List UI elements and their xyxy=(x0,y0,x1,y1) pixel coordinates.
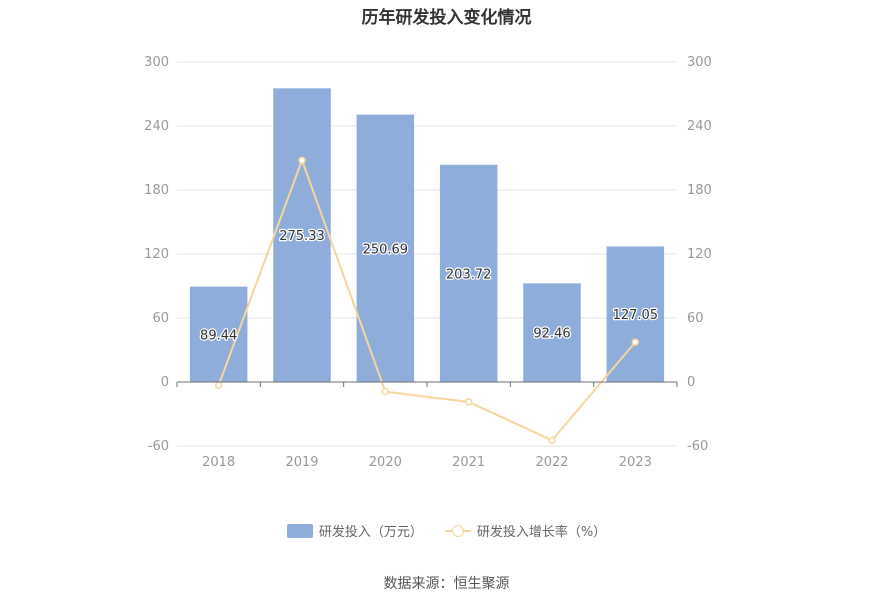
y-right-tick-label: 300 xyxy=(687,55,712,70)
y-left-tick-label: 180 xyxy=(144,183,169,198)
legend-bar-swatch xyxy=(286,523,313,538)
legend-line-swatch xyxy=(444,524,471,538)
y-left-tick-label: 60 xyxy=(152,311,169,326)
legend: 研发投入（万元） 研发投入增长率（%） xyxy=(0,521,893,540)
y-left-tick-label: 0 xyxy=(161,375,169,390)
legend-line-label: 研发投入增长率（%） xyxy=(476,525,607,540)
line-layer xyxy=(214,156,640,444)
growth-point xyxy=(631,338,640,346)
x-tick-label: 2018 xyxy=(202,455,235,470)
bar-value-label: 127.05 xyxy=(613,308,659,323)
chart-title: 历年研发投入变化情况 xyxy=(361,8,532,28)
bar xyxy=(439,164,498,382)
bar-value-label: 275.33 xyxy=(279,229,325,244)
growth-point xyxy=(548,436,556,444)
axis-layer: 300 240 180 120 60 0 -60 300 240 180 120 60 0 -60 2018… xyxy=(144,55,712,470)
y-left-tick-label: 300 xyxy=(144,55,169,70)
bar-value-label: 89.44 xyxy=(200,328,237,343)
bar xyxy=(606,246,665,382)
bar-value-label: 203.72 xyxy=(446,267,492,282)
y-right-tick-label: -60 xyxy=(687,439,708,454)
growth-point xyxy=(214,381,223,389)
y-right-tick-label: 240 xyxy=(687,119,712,134)
y-right-tick-label: 60 xyxy=(687,311,704,326)
y-left-tick-label: -60 xyxy=(148,439,169,454)
y-left-tick-label: 120 xyxy=(144,247,169,262)
bar xyxy=(523,283,581,382)
growth-point xyxy=(298,156,306,165)
bar xyxy=(273,88,331,382)
growth-point xyxy=(464,398,473,406)
y-right-tick-label: 180 xyxy=(687,183,712,198)
bar-value-label: 92.46 xyxy=(533,327,570,342)
x-tick-label: 2023 xyxy=(619,455,652,470)
y-right-tick-label: 120 xyxy=(687,247,712,262)
growth-line xyxy=(217,157,637,442)
grid-layer xyxy=(177,61,677,447)
x-tick-label: 2022 xyxy=(535,455,568,470)
y-left-tick-label: 240 xyxy=(144,119,169,134)
data-source: 数据来源：恒生聚源 xyxy=(383,576,510,592)
x-tick-label: 2019 xyxy=(285,455,318,470)
legend-item-bar[interactable]: 研发投入（万元） xyxy=(286,521,423,540)
label-layer: 89.44 275.33 250.69 203.72 92.46 127.05 xyxy=(199,228,660,345)
growth-point xyxy=(381,387,390,396)
legend-bar-label: 研发投入（万元） xyxy=(318,525,423,540)
bar-layer xyxy=(189,88,665,382)
x-tick-label: 2020 xyxy=(369,455,402,470)
legend-item-line[interactable]: 研发投入增长率（%） xyxy=(444,521,607,540)
x-tick-label: 2021 xyxy=(452,455,485,470)
bar-value-label: 250.69 xyxy=(363,242,409,257)
y-right-tick-label: 0 xyxy=(687,375,695,390)
